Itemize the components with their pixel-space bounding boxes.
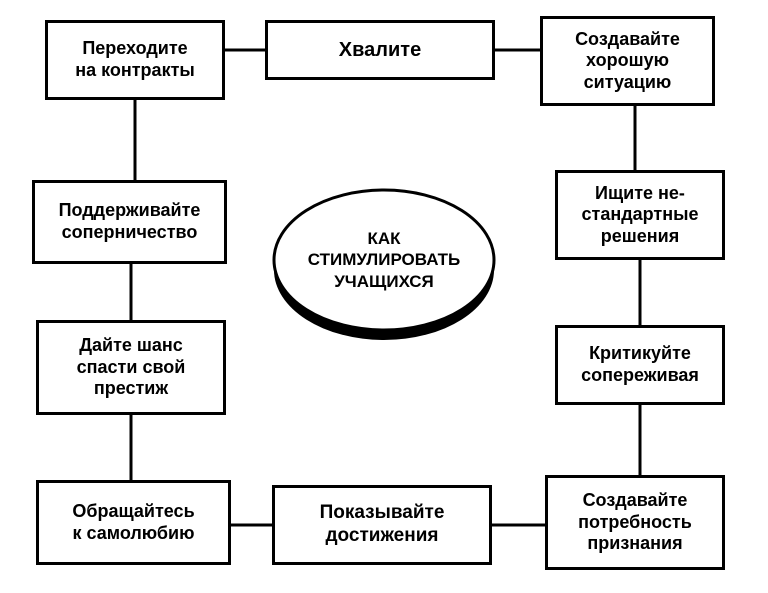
node-bot-right: Создавайте потребность признания [545, 475, 725, 570]
node-left-3: Дайте шанс спасти свой престиж [36, 320, 226, 415]
node-top-left: Переходите на контракты [45, 20, 225, 100]
node-top-right: Создавайте хорошую ситуацию [540, 16, 715, 106]
node-label: Критикуйте сопереживая [581, 343, 699, 386]
node-label: Обращайтесь к самолюбию [72, 501, 194, 544]
node-left-2: Поддерживайте соперничество [32, 180, 227, 264]
node-right-3: Критикуйте сопереживая [555, 325, 725, 405]
node-label: Создавайте хорошую ситуацию [575, 29, 680, 94]
node-label: Хвалите [339, 38, 421, 62]
node-label: Поддерживайте соперничество [59, 200, 201, 243]
node-top-mid: Хвалите [265, 20, 495, 80]
node-label: Переходите на контракты [75, 38, 195, 81]
node-label: Дайте шанс спасти свой престиж [77, 335, 186, 400]
center-node: КАК СТИМУЛИРОВАТЬ УЧАЩИХСЯ [260, 176, 508, 354]
node-label: Ищите не- стандартные решения [582, 183, 699, 248]
center-label: КАК СТИМУЛИРОВАТЬ УЧАЩИХСЯ [260, 190, 508, 330]
node-bot-mid: Показывайте достижения [272, 485, 492, 565]
node-label: Показывайте достижения [320, 502, 445, 548]
node-label: Создавайте потребность признания [578, 490, 692, 555]
node-bot-left: Обращайтесь к самолюбию [36, 480, 231, 565]
node-right-2: Ищите не- стандартные решения [555, 170, 725, 260]
